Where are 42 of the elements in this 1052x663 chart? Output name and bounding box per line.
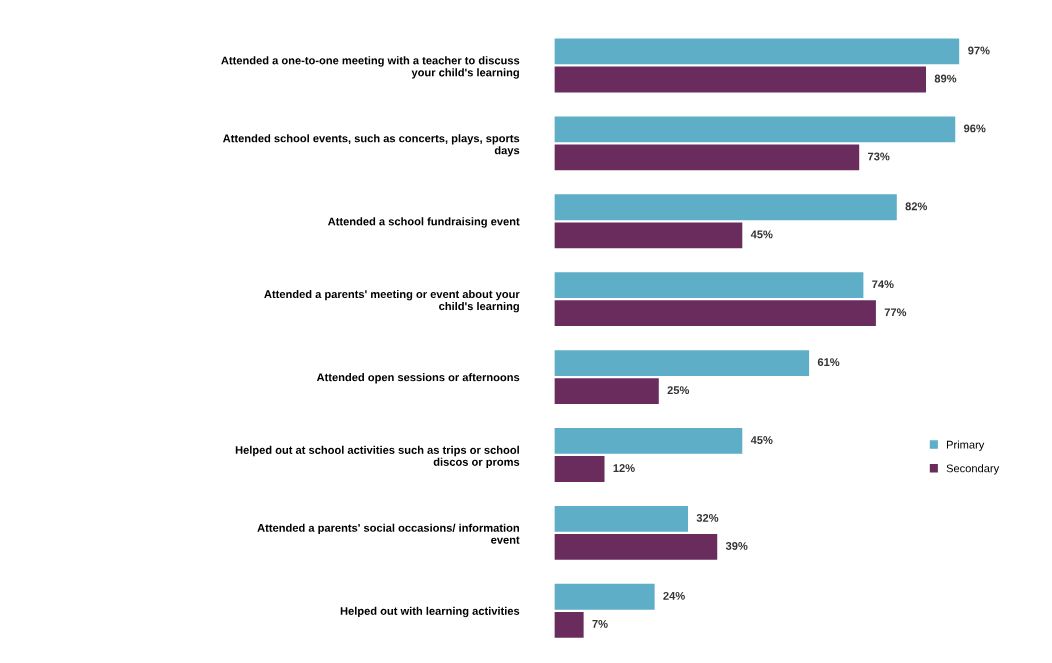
y-tick-label: Attended a parents' meeting or event about your child's learning	[264, 289, 520, 313]
data-label: 61%	[817, 358, 840, 367]
bar	[554, 428, 743, 454]
data-label: 24%	[663, 591, 685, 600]
y-tick-label: Attended a one-to-one meeting with a teacher to discuss your child's learning	[221, 56, 520, 79]
bar	[554, 505, 689, 532]
bar	[554, 611, 584, 638]
data-label: 39%	[725, 542, 748, 550]
bar	[554, 38, 960, 65]
data-label: 25%	[667, 386, 690, 395]
bar	[554, 350, 810, 376]
data-label: 77%	[884, 308, 907, 317]
bar	[554, 300, 876, 327]
data-label: 97%	[968, 46, 990, 55]
y-tick-label: Attended open sessions or afternoons	[316, 373, 520, 384]
bar	[554, 116, 956, 143]
bar	[554, 534, 718, 560]
data-label: 96%	[963, 124, 986, 133]
y-tick-label: Attended a parents' social occasions/ information event	[257, 523, 520, 544]
bar	[554, 194, 897, 221]
y-tick-label: Helped out with learning activities	[340, 606, 520, 618]
bar	[554, 222, 743, 249]
data-label: 45%	[750, 230, 773, 239]
y-tick-label: Attended a school fundraising event	[327, 217, 520, 228]
data-label: 45%	[750, 436, 773, 444]
bar	[554, 272, 864, 299]
bar	[554, 66, 927, 93]
legend-label: Primary	[946, 440, 985, 451]
y-tick-label: Attended school events, such as concerts, plays, sports days	[222, 134, 520, 157]
legend-label: Secondary	[946, 464, 1000, 475]
data-label: 73%	[868, 152, 890, 161]
bar	[554, 456, 605, 482]
bar	[554, 378, 659, 404]
data-label: 12%	[613, 464, 635, 472]
bar	[554, 583, 655, 610]
data-label: 74%	[872, 280, 894, 289]
bar	[554, 144, 860, 171]
y-tick-label: Helped out at school activities such as trips or school discos or proms	[235, 445, 520, 469]
data-label: 89%	[934, 74, 957, 83]
data-label: 7%	[592, 619, 608, 628]
data-label: 82%	[905, 202, 928, 211]
data-label: 32%	[696, 513, 719, 522]
